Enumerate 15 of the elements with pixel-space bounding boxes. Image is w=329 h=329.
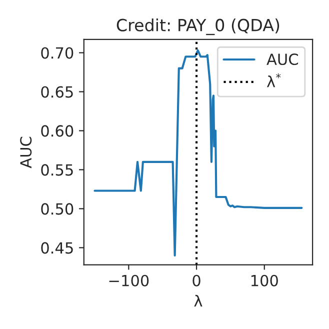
y-tick-label: 0.70 [41, 47, 74, 59]
y-tick-label: 0.55 [41, 164, 73, 176]
y-tick-label: 0.45 [41, 242, 73, 254]
line-series [94, 49, 303, 257]
y-axis-title: AUC [20, 136, 32, 168]
chart-title: Credit: PAY_0 (QDA) [116, 18, 280, 36]
legend-label: AUC [266, 54, 298, 66]
y-tick-label: 0.60 [41, 125, 74, 137]
y-tick-label: 0.65 [41, 86, 73, 98]
x-axis-title: λ [194, 294, 202, 307]
y-tick-label: 0.50 [41, 203, 74, 215]
x-tick-label: 100 [251, 274, 278, 286]
x-tick-label: 0 [192, 274, 200, 286]
ref-line-label: λ$^{*}$ [266, 73, 281, 88]
x-tick-label: −100 [109, 274, 149, 286]
